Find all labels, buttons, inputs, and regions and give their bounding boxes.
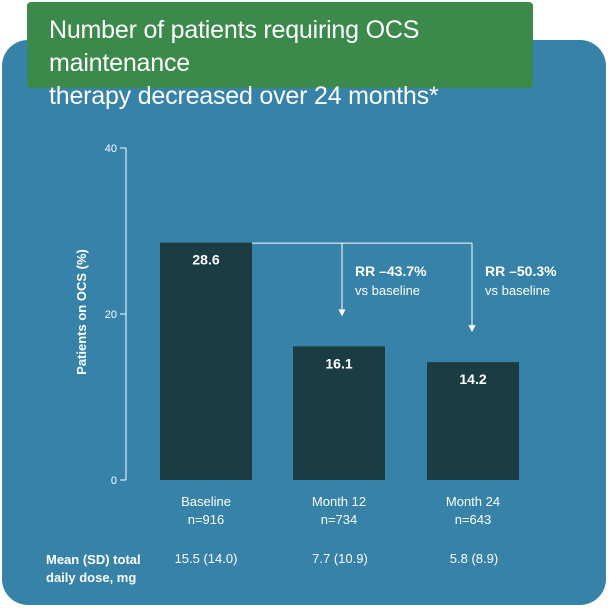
footer-value-baseline: 15.5 (14.0) (174, 551, 238, 566)
bar-baseline (160, 242, 252, 480)
footer-value-month-24: 5.8 (8.9) (449, 551, 499, 566)
y-axis-label: Patients on OCS (%) (74, 249, 89, 375)
footer-value-month-12: 7.7 (10.9) (312, 551, 368, 566)
footer-label-line-1: Mean (SD) total (46, 552, 141, 567)
y-tick-label-40: 40 (105, 143, 117, 155)
footer-label: Mean (SD) total daily dose, mg (46, 551, 156, 587)
x-tick-label-2: Month 24 (446, 494, 500, 509)
footer-label-line-2: daily dose, mg (46, 570, 137, 585)
y-tick-label-20: 20 (105, 309, 117, 321)
x-tick-n-0: n=916 (188, 512, 225, 527)
x-axis-labels: Baseline n=916 Month 12 n=734 Month 24 n=643 (181, 494, 500, 527)
bar-value-label-0: 28.6 (192, 252, 219, 268)
bar-month-12 (293, 346, 385, 480)
bar-value-label-1: 16.1 (325, 355, 352, 371)
y-axis: 0 20 40 (105, 143, 127, 487)
chart-panel (2, 40, 606, 605)
bar-month-24 (427, 362, 519, 480)
y-tick-label-0: 0 (111, 475, 117, 487)
rr-value-1: RR –43.7% (355, 263, 427, 279)
title-banner: Number of patients requiring OCS mainten… (27, 2, 533, 110)
bars-group: 28.6 16.1 14.2 (160, 242, 519, 480)
rr-reference-1: vs baseline (355, 283, 420, 298)
annotations-group: RR –43.7% vs baseline RR –50.3% vs baseline (252, 242, 557, 333)
bar-value-label-2: 14.2 (459, 371, 486, 387)
x-tick-n-2: n=643 (455, 512, 492, 527)
rr-reference-2: vs baseline (485, 283, 550, 298)
chart-title-line-2: therapy decreased over 24 months* (49, 82, 439, 110)
x-tick-label-0: Baseline (181, 494, 231, 509)
rr-arrow-head-2 (468, 325, 476, 333)
x-tick-label-1: Month 12 (312, 494, 366, 509)
chart-title-line-1: Number of patients requiring OCS mainten… (49, 16, 420, 77)
rr-value-2: RR –50.3% (485, 263, 557, 279)
x-tick-n-1: n=734 (321, 512, 358, 527)
rr-arrow-head-1 (338, 309, 346, 317)
